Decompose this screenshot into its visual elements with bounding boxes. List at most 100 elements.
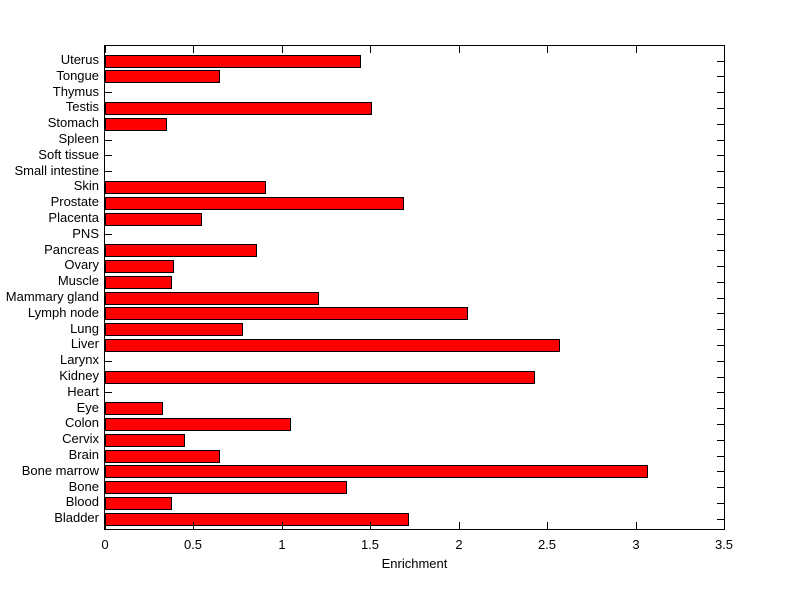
y-tick-right <box>717 313 724 315</box>
y-tick-right <box>717 250 724 252</box>
y-tick-right <box>717 139 724 141</box>
x-tick-top <box>282 46 283 53</box>
y-tick-right <box>717 376 724 378</box>
y-tick-right <box>717 107 724 109</box>
y-tick-label-skin: Skin <box>73 178 99 194</box>
y-tick-right <box>717 218 724 220</box>
y-tick-label-liver: Liver <box>70 336 99 352</box>
y-tick-right <box>717 360 724 362</box>
x-tick <box>282 522 283 529</box>
x-tick-label-2: 2 <box>455 537 463 552</box>
y-tick-right <box>717 455 724 457</box>
y-tick <box>105 92 112 94</box>
bar-placenta <box>105 212 202 226</box>
y-tick-right <box>717 186 724 188</box>
bar-lung <box>105 323 243 337</box>
x-tick-top <box>724 46 725 53</box>
y-tick-right <box>717 502 724 504</box>
x-tick-label-1: 1 <box>278 537 286 552</box>
y-tick <box>105 234 112 236</box>
bar-stomach <box>105 117 167 131</box>
y-tick-right <box>717 518 724 520</box>
x-tick-label-0: 0 <box>101 537 109 552</box>
x-tick <box>193 522 194 529</box>
y-tick-label-cervix: Cervix <box>62 431 99 447</box>
x-tick-top <box>370 46 371 53</box>
y-tick-label-pancreas: Pancreas <box>44 241 99 257</box>
y-tick-right <box>717 281 724 283</box>
y-tick-label-brain: Brain <box>68 447 99 462</box>
x-tick <box>636 522 637 529</box>
y-tick-label-mammary-gland: Mammary gland <box>5 289 99 304</box>
y-tick-label-stomach: Stomach <box>47 115 99 131</box>
y-tick-label-placenta: Placenta <box>48 210 99 225</box>
y-tick-label-spleen: Spleen <box>58 131 99 146</box>
y-tick <box>105 360 112 362</box>
x-tick-label-0.5: 0.5 <box>183 537 203 552</box>
x-tick <box>547 522 548 529</box>
y-tick-right <box>717 123 724 125</box>
y-tick-label-testis: Testis <box>65 99 99 115</box>
x-tick-label-2.5: 2.5 <box>537 537 557 552</box>
y-tick-right <box>717 297 724 299</box>
y-axis-tick-labels: Uterus Tongue Thymus Testis Stomach Spleen Sof… <box>0 45 99 530</box>
x-tick-label-3: 3 <box>632 537 640 552</box>
bar-prostate <box>105 196 404 210</box>
bar-muscle <box>105 275 172 289</box>
y-tick-label-bone: Bone <box>68 478 99 494</box>
bar-pancreas <box>105 244 257 258</box>
bar-skin <box>105 180 266 194</box>
y-tick <box>105 392 112 394</box>
bar-uterus <box>105 54 361 68</box>
bar-colon <box>105 417 291 431</box>
y-tick-right <box>717 171 724 173</box>
y-tick-right <box>717 76 724 78</box>
y-tick <box>105 155 112 157</box>
bar-eye <box>105 402 163 416</box>
y-tick-right <box>717 392 724 394</box>
y-tick-label-thymus: Thymus <box>52 83 99 99</box>
y-tick-label-small-intestine: Small intestine <box>14 162 99 178</box>
x-tick-top <box>193 46 194 53</box>
bar-testis <box>105 101 372 115</box>
y-tick-right <box>717 60 724 62</box>
y-tick-label-pns: PNS <box>72 225 99 241</box>
bar-bladder <box>105 512 409 526</box>
bar-bone-marrow <box>105 465 648 479</box>
x-tick <box>105 522 106 529</box>
bar-ovary <box>105 259 174 273</box>
x-tick-label-3.5: 3.5 <box>714 537 734 552</box>
y-tick-label-prostate: Prostate <box>50 194 99 210</box>
bar-brain <box>105 449 220 463</box>
y-tick-right <box>717 408 724 410</box>
bar-mammary-gland <box>105 291 319 305</box>
y-tick-right <box>717 234 724 236</box>
x-axis-title: Enrichment <box>381 556 448 571</box>
y-tick-right <box>717 344 724 346</box>
bar-bone <box>105 481 347 495</box>
y-tick-label-soft-tissue: Soft tissue <box>38 146 99 162</box>
y-tick-label-ovary: Ovary <box>64 257 99 273</box>
y-tick-label-bladder: Bladder <box>54 510 99 526</box>
y-tick-label-larynx: Larynx <box>59 352 99 368</box>
y-tick-label-muscle: Muscle <box>57 273 99 289</box>
x-tick-top <box>459 46 460 53</box>
y-tick-right <box>717 92 724 94</box>
y-tick-label-bone-marrow: Bone marrow <box>21 462 99 478</box>
bar-kidney <box>105 370 535 384</box>
y-tick-label-uterus: Uterus <box>60 52 99 67</box>
y-tick-label-eye: Eye <box>76 399 99 415</box>
x-tick <box>370 522 371 529</box>
bar-cervix <box>105 433 185 447</box>
y-tick-label-colon: Colon <box>65 415 99 431</box>
bar-tongue <box>105 70 220 84</box>
bar-liver <box>105 338 560 352</box>
y-tick-right <box>717 202 724 204</box>
x-tick <box>459 522 460 529</box>
y-tick-label-blood: Blood <box>65 494 99 510</box>
x-tick-top <box>105 46 106 53</box>
y-tick-label-tongue: Tongue <box>56 67 99 83</box>
y-tick <box>105 139 112 141</box>
plot-area <box>104 45 725 530</box>
